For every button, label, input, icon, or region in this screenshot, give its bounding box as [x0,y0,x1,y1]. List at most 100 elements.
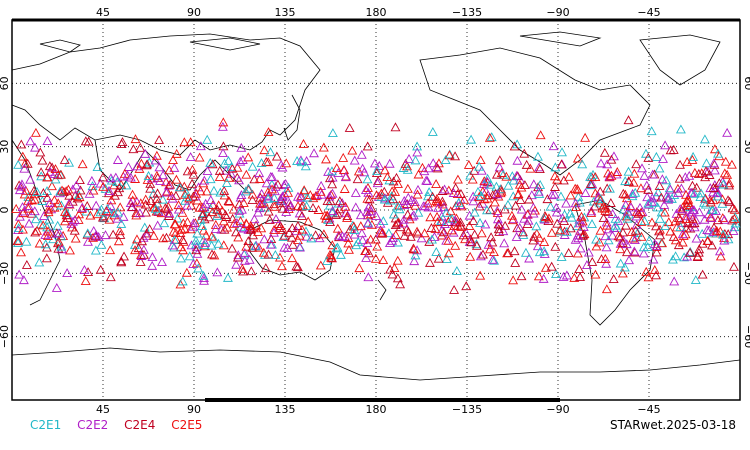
observation-marker [51,282,62,292]
observation-marker [132,161,142,171]
observation-marker [486,232,497,242]
observation-marker [118,211,129,221]
observation-marker [598,213,609,223]
observation-marker [543,213,554,223]
observation-marker [182,200,193,210]
observation-marker [71,180,82,190]
observation-marker [509,141,520,151]
observation-marker [533,271,544,281]
observation-marker [287,239,298,249]
observation-marker [604,171,615,181]
observation-marker [79,264,90,274]
observation-marker [362,174,373,184]
observation-marker [641,266,652,276]
observation-marker [91,200,102,210]
observation-marker [306,233,317,243]
observation-marker [116,218,127,228]
observation-marker [572,183,583,193]
left-lat-label: 0 [0,207,11,214]
observation-marker [234,208,245,218]
observation-marker [125,172,136,182]
observation-marker [200,198,211,208]
observation-marker [269,186,280,196]
observation-marker [36,167,47,177]
observation-marker [524,253,535,263]
observation-marker [143,170,154,180]
observation-marker [74,175,85,185]
observation-marker [384,158,395,168]
observation-marker [30,214,41,224]
observation-marker [395,279,406,289]
observation-marker [628,233,639,243]
observation-marker [253,242,264,252]
observation-marker [433,253,444,263]
legend-item-c2e1: C2E1 [30,418,62,432]
observation-marker [210,219,221,229]
observation-marker [704,170,715,179]
observation-marker [502,248,513,258]
observation-marker [235,192,246,202]
observation-marker [353,166,364,176]
observation-marker [115,229,126,239]
observation-marker [465,251,476,261]
observation-marker [718,179,729,189]
observation-marker [519,213,530,223]
observation-marker [659,199,670,209]
observation-marker [676,205,687,215]
observation-marker [550,241,561,251]
observation-marker [354,263,365,273]
observation-marker [623,115,634,125]
observation-marker [523,215,534,225]
observation-marker [184,193,195,203]
observation-marker [281,158,292,168]
observation-marker [366,219,377,229]
observation-marker [630,187,641,197]
observation-marker [277,192,288,202]
observation-marker [594,237,605,247]
observation-marker [693,168,704,178]
observation-marker [565,223,576,233]
observation-marker [43,226,54,236]
observation-marker [618,227,628,237]
observation-marker [32,225,43,235]
bottom-lon-label: 90 [187,403,201,416]
observation-marker [56,169,66,179]
observation-marker [223,172,234,182]
observation-marker [271,214,281,224]
observation-marker [315,260,326,270]
observation-marker [263,127,274,137]
bottom-lon-label: −135 [452,403,482,416]
observation-marker [580,132,591,142]
observation-marker [207,159,218,169]
observation-marker [709,144,720,154]
observation-marker [287,223,298,232]
observation-marker [707,228,718,238]
observation-marker [188,221,199,231]
observation-marker [508,175,519,185]
observation-marker [202,166,213,175]
observation-marker [198,225,209,235]
observation-marker [660,221,671,231]
observation-marker [635,183,646,193]
observation-marker [551,269,561,278]
observation-marker [195,186,206,196]
observation-marker [601,220,612,230]
observation-marker [263,157,274,167]
observation-marker [673,240,684,250]
observation-marker [327,166,337,176]
observation-marker [496,186,507,196]
observation-marker [322,196,333,206]
observation-marker [384,238,395,248]
observation-marker [484,244,495,254]
observation-marker [219,224,230,234]
observation-marker [44,198,55,208]
observation-marker [601,258,612,268]
observation-marker [56,241,67,251]
observation-marker [489,197,500,207]
observation-marker [131,196,142,206]
observation-marker [253,207,264,217]
observation-marker [169,235,180,245]
observation-marker [443,248,454,258]
observation-marker [362,193,373,203]
observation-marker [310,191,321,201]
